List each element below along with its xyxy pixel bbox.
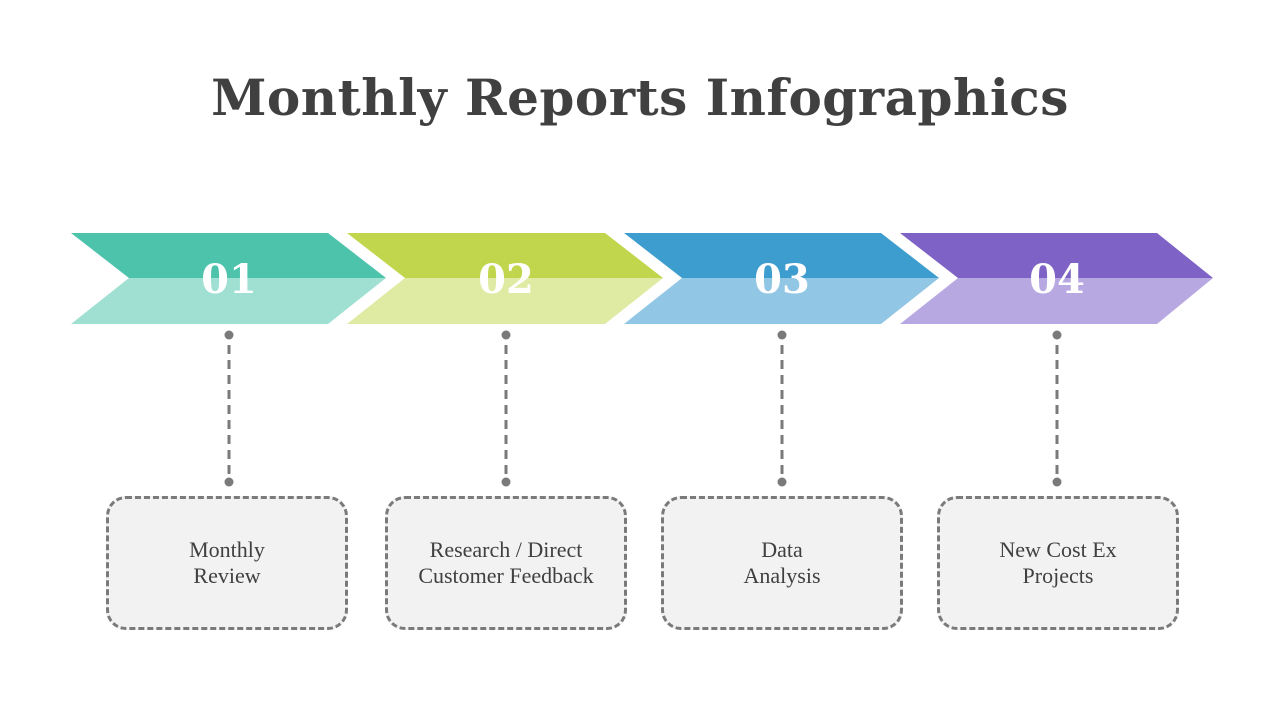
connector-dot-top (224, 330, 234, 340)
step-3-description-box: Data Analysis (661, 496, 903, 630)
step-4-chevron: 04 (900, 233, 1213, 324)
step-4-description: New Cost Ex Projects (991, 537, 1124, 589)
step-1-chevron-bottom (71, 278, 386, 324)
page-title: Monthly Reports Infographics (211, 68, 1069, 127)
connector-dot-bottom (1052, 477, 1062, 487)
step-4-description-box: New Cost Ex Projects (937, 496, 1179, 630)
step-2-description-line-1: Research / Direct (429, 537, 583, 562)
step-1-description-line-2: Review (193, 563, 261, 588)
connector-dot-bottom (777, 477, 787, 487)
step-1-number: 01 (201, 256, 257, 303)
step-3-chevron-bottom (624, 278, 939, 324)
step-3-description-line-2: Analysis (743, 563, 821, 588)
step-3-number: 03 (754, 256, 810, 303)
step-1-description-box: Monthly Review (106, 496, 348, 630)
connector-dot-top (501, 330, 511, 340)
step-1-description-line-1: Monthly (189, 537, 265, 562)
step-1-connector (224, 330, 234, 487)
step-2-chevron-bottom (347, 278, 663, 324)
step-1-chevron-top (71, 233, 386, 278)
step-2-description-line-2: Customer Feedback (418, 563, 594, 588)
step-3-chevron: 03 (624, 233, 939, 324)
step-4-description-line-1: New Cost Ex (999, 537, 1117, 562)
step-2-description-box: Research / Direct Customer Feedback (385, 496, 627, 630)
step-4-number: 04 (1029, 256, 1085, 303)
step-1-chevron: 01 (71, 233, 386, 324)
step-4-chevron-top (900, 233, 1213, 278)
connector-dot-bottom (501, 477, 511, 487)
step-4-connector (1052, 330, 1062, 487)
step-3-connector (777, 330, 787, 487)
step-2-number: 02 (478, 256, 534, 303)
step-2-chevron-top (347, 233, 663, 278)
step-4-chevron-bottom (900, 278, 1213, 324)
step-2-chevron: 02 (347, 233, 663, 324)
connector-dot-bottom (224, 477, 234, 487)
step-2-connector (501, 330, 511, 487)
step-2-description: Research / Direct Customer Feedback (410, 537, 601, 589)
connector-dot-top (777, 330, 787, 340)
connector-dot-top (1052, 330, 1062, 340)
step-1-description: Monthly Review (181, 537, 273, 589)
step-3-chevron-top (624, 233, 939, 278)
step-4-description-line-2: Projects (1022, 563, 1094, 588)
step-3-description-line-1: Data (761, 537, 803, 562)
step-3-description: Data Analysis (736, 537, 829, 589)
